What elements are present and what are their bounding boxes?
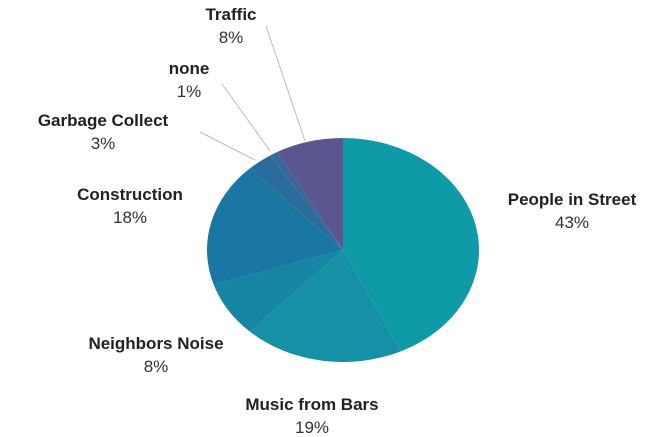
slice-label-value: 8%: [219, 28, 244, 47]
pie-slice-construction: [207, 168, 343, 285]
slice-label-value: 18%: [113, 208, 147, 227]
slice-label-name: Music from Bars: [245, 395, 378, 414]
pie-slice-people-in-street: [343, 137, 480, 352]
pie-slices: [207, 137, 480, 362]
slice-label-name: Traffic: [205, 5, 256, 24]
slice-label-value: 43%: [555, 213, 589, 232]
leader-line: [199, 131, 256, 161]
slice-label-value: 19%: [295, 418, 329, 437]
pie-slice-music-from-bars: [249, 250, 401, 362]
leader-line: [265, 25, 306, 142]
slice-label-name: People in Street: [508, 190, 637, 209]
pie-slice-traffic: [277, 138, 343, 250]
slice-label-name: Construction: [77, 185, 183, 204]
slice-labels: People in Street 43% Music from Bars 19% Nei…: [38, 5, 637, 437]
pie-slice-garbage-collect: [249, 155, 343, 250]
pie-slice-none: [270, 151, 343, 250]
slice-label-value: 8%: [144, 357, 169, 376]
slice-label-name: Neighbors Noise: [88, 334, 223, 353]
leader-lines: [199, 25, 306, 161]
slice-label-value: 3%: [91, 134, 116, 153]
slice-label-value: 1%: [177, 82, 202, 101]
leader-line: [221, 83, 271, 152]
slice-label-name: none: [169, 59, 210, 78]
slice-label-name: Garbage Collect: [38, 111, 169, 130]
pie-slice-neighbors-noise: [213, 250, 343, 332]
